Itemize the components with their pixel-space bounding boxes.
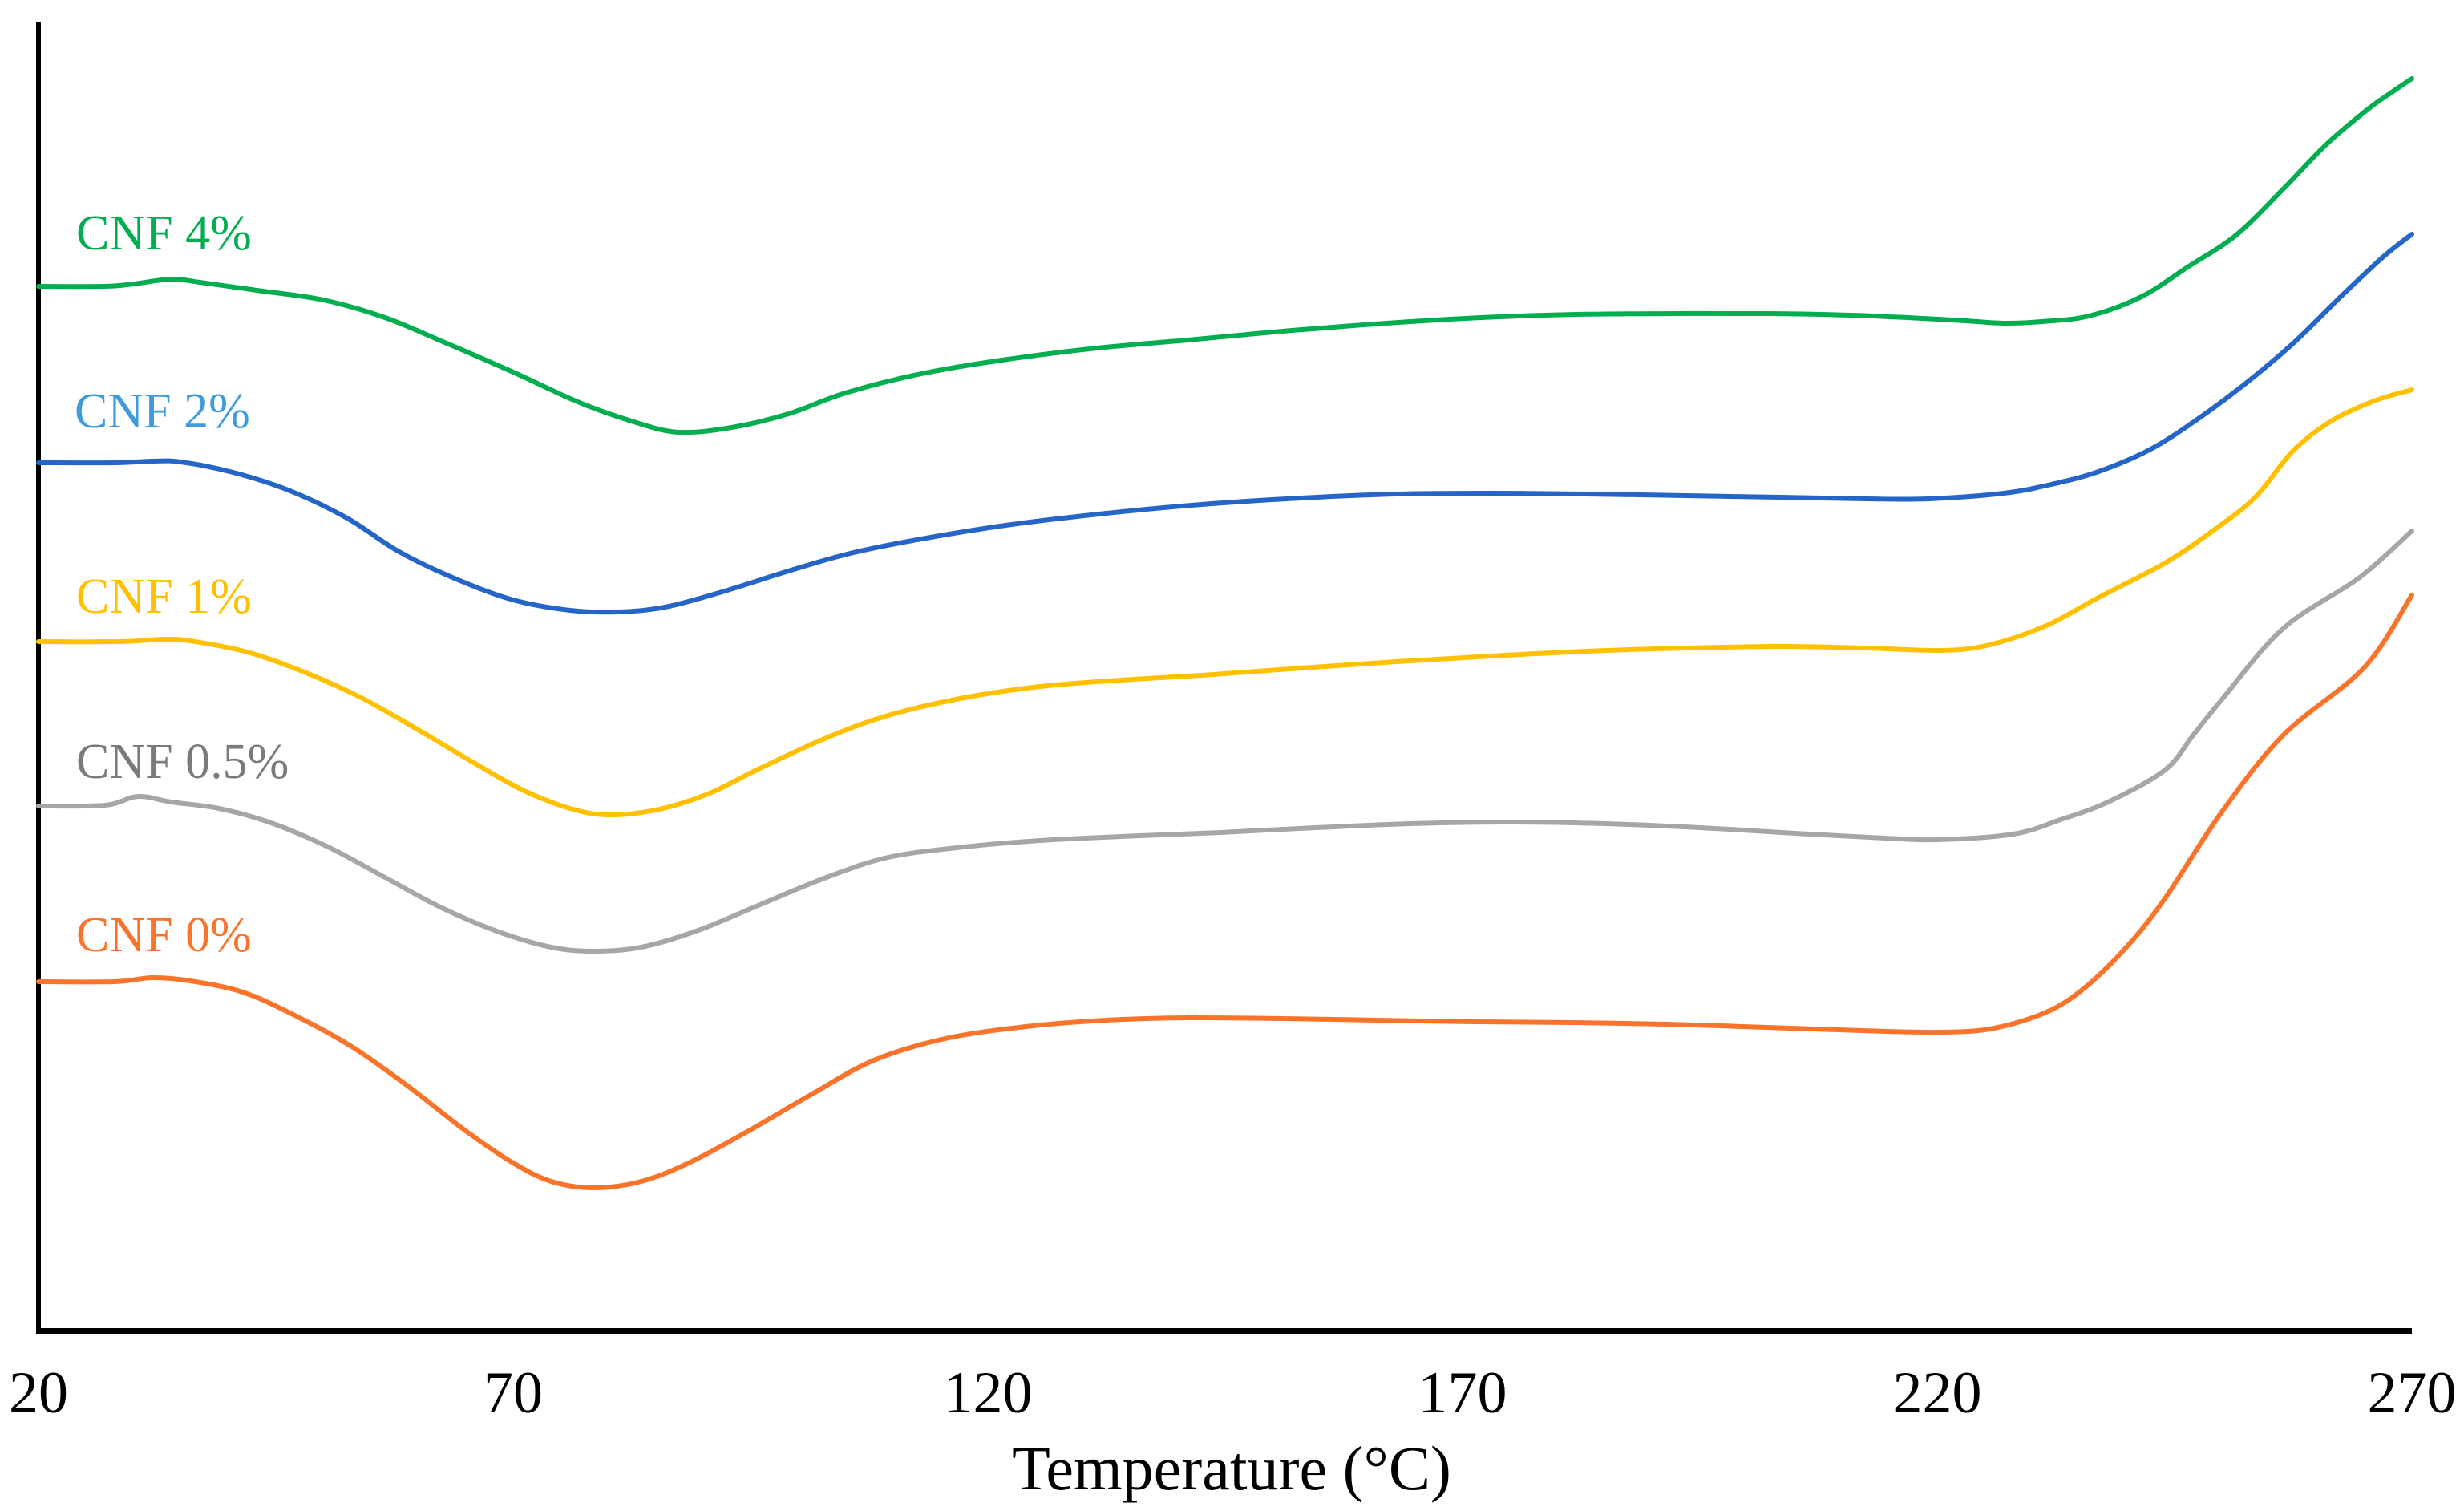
- x-tick-label-170: 170: [1418, 1360, 1507, 1426]
- series-curve-cnf-0-5-: [36, 529, 2414, 954]
- x-tick-label-20: 20: [9, 1360, 68, 1426]
- series-label-cnf-1-: CNF 1%: [76, 569, 252, 624]
- series-curve-cnf-1-: [36, 387, 2414, 818]
- series-curve-cnf-0-: [36, 593, 2414, 1190]
- series-label-cnf-2-: CNF 2%: [75, 384, 250, 439]
- x-tick-label-120: 120: [943, 1360, 1033, 1426]
- series-label-cnf-0-5-: CNF 0.5%: [76, 735, 289, 789]
- series-label-cnf-0-: CNF 0%: [76, 908, 252, 962]
- x-axis-title: Temperature (°C): [1012, 1433, 1451, 1503]
- x-tick-label-220: 220: [1892, 1360, 1982, 1426]
- series-curve-cnf-4-: [36, 76, 2414, 435]
- series-curve-cnf-2-: [36, 232, 2414, 615]
- x-tick-label-270: 270: [2367, 1360, 2457, 1426]
- series-label-cnf-4-: CNF 4%: [76, 206, 252, 261]
- x-tick-label-70: 70: [483, 1360, 543, 1426]
